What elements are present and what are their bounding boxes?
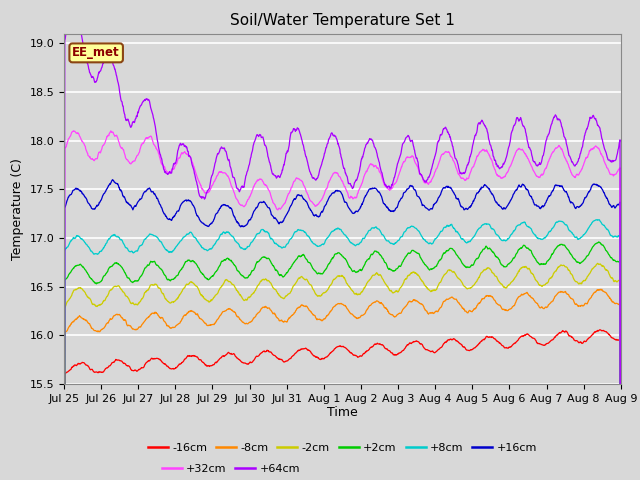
Legend: +32cm, +64cm: +32cm, +64cm <box>157 460 305 479</box>
Y-axis label: Temperature (C): Temperature (C) <box>11 158 24 260</box>
Text: EE_met: EE_met <box>72 47 120 60</box>
Title: Soil/Water Temperature Set 1: Soil/Water Temperature Set 1 <box>230 13 455 28</box>
X-axis label: Time: Time <box>327 407 358 420</box>
